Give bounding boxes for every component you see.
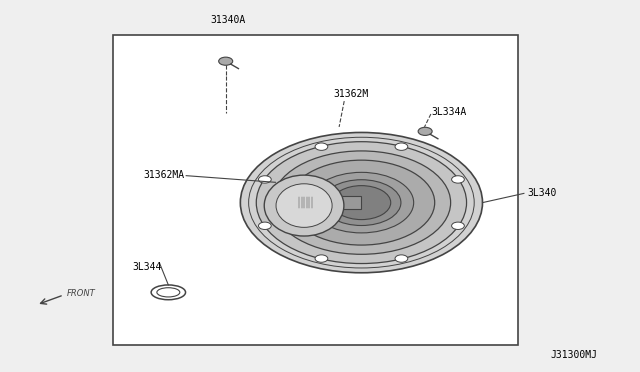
Circle shape <box>241 132 483 273</box>
Text: FRONT: FRONT <box>67 289 96 298</box>
Ellipse shape <box>264 175 344 236</box>
Circle shape <box>219 57 233 65</box>
Text: 3L340: 3L340 <box>527 188 556 198</box>
Circle shape <box>256 142 467 263</box>
Circle shape <box>259 222 271 230</box>
Text: 3L334A: 3L334A <box>431 107 467 117</box>
Text: 3L344: 3L344 <box>132 262 161 272</box>
Circle shape <box>395 143 408 150</box>
Circle shape <box>272 151 451 254</box>
Bar <box>309 196 362 209</box>
Text: 31362M: 31362M <box>333 89 368 99</box>
Circle shape <box>288 160 435 245</box>
Circle shape <box>418 127 432 135</box>
Circle shape <box>452 222 465 230</box>
Circle shape <box>322 180 401 225</box>
Text: 31340A: 31340A <box>210 15 245 25</box>
Circle shape <box>248 137 474 268</box>
Circle shape <box>309 172 413 233</box>
Text: J31300MJ: J31300MJ <box>550 350 597 359</box>
Bar <box>113 35 518 345</box>
Text: 31362MA: 31362MA <box>144 170 185 180</box>
Circle shape <box>395 255 408 262</box>
Circle shape <box>315 143 328 150</box>
Ellipse shape <box>276 184 332 227</box>
Bar <box>298 198 314 208</box>
Circle shape <box>332 186 391 219</box>
Circle shape <box>259 176 271 183</box>
Ellipse shape <box>157 288 180 297</box>
Circle shape <box>315 255 328 262</box>
Circle shape <box>452 176 465 183</box>
